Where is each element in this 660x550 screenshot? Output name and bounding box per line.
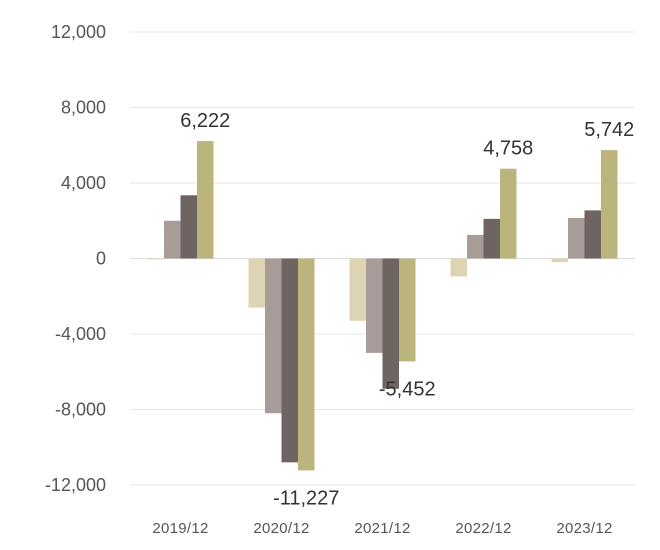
bar: [366, 258, 383, 353]
bar: [147, 258, 164, 260]
y-tick-label: 4,000: [61, 173, 106, 193]
bar: [382, 258, 399, 389]
bar: [551, 258, 568, 263]
bar: [568, 217, 585, 259]
x-tick-label: 2021/12: [354, 520, 410, 537]
bar: [450, 258, 467, 277]
y-tick-label: 8,000: [61, 98, 106, 118]
bar: [248, 258, 265, 308]
bar: [584, 210, 601, 259]
data-labels: 6,222 -11,227 -5,452 4,758 5,742: [180, 110, 634, 509]
data-label: 5,742: [584, 119, 634, 141]
bar: [281, 258, 298, 463]
bar: [500, 168, 517, 259]
bar: [483, 218, 500, 259]
y-tick-label: -4,000: [55, 324, 106, 344]
bar: [601, 150, 618, 259]
y-tick-label: 12,000: [51, 22, 106, 42]
x-axis-ticks: 2019/12 2020/12 2021/12 2022/12 2023/12: [152, 520, 612, 537]
bar: [180, 195, 197, 259]
y-tick-label: -8,000: [55, 400, 106, 420]
data-label: -5,452: [379, 378, 436, 400]
bar: [164, 220, 181, 259]
y-tick-label: 0: [96, 249, 106, 269]
bar: [265, 258, 282, 414]
bar: [467, 234, 484, 259]
x-tick-label: 2019/12: [152, 520, 208, 537]
bar: [197, 141, 214, 259]
y-axis-ticks: 12,000 8,000 4,000 0 -4,000 -8,000 -12,000: [45, 22, 106, 495]
bar: [349, 258, 366, 321]
x-tick-label: 2022/12: [455, 520, 511, 537]
data-label: 4,758: [483, 138, 533, 160]
x-tick-label: 2023/12: [556, 520, 612, 537]
data-label: 6,222: [180, 110, 230, 132]
y-tick-label: -12,000: [45, 475, 106, 495]
bar: [399, 258, 416, 362]
data-label: -11,227: [273, 487, 339, 509]
x-tick-label: 2020/12: [253, 520, 309, 537]
bars: [147, 141, 618, 471]
bar: [298, 258, 315, 471]
